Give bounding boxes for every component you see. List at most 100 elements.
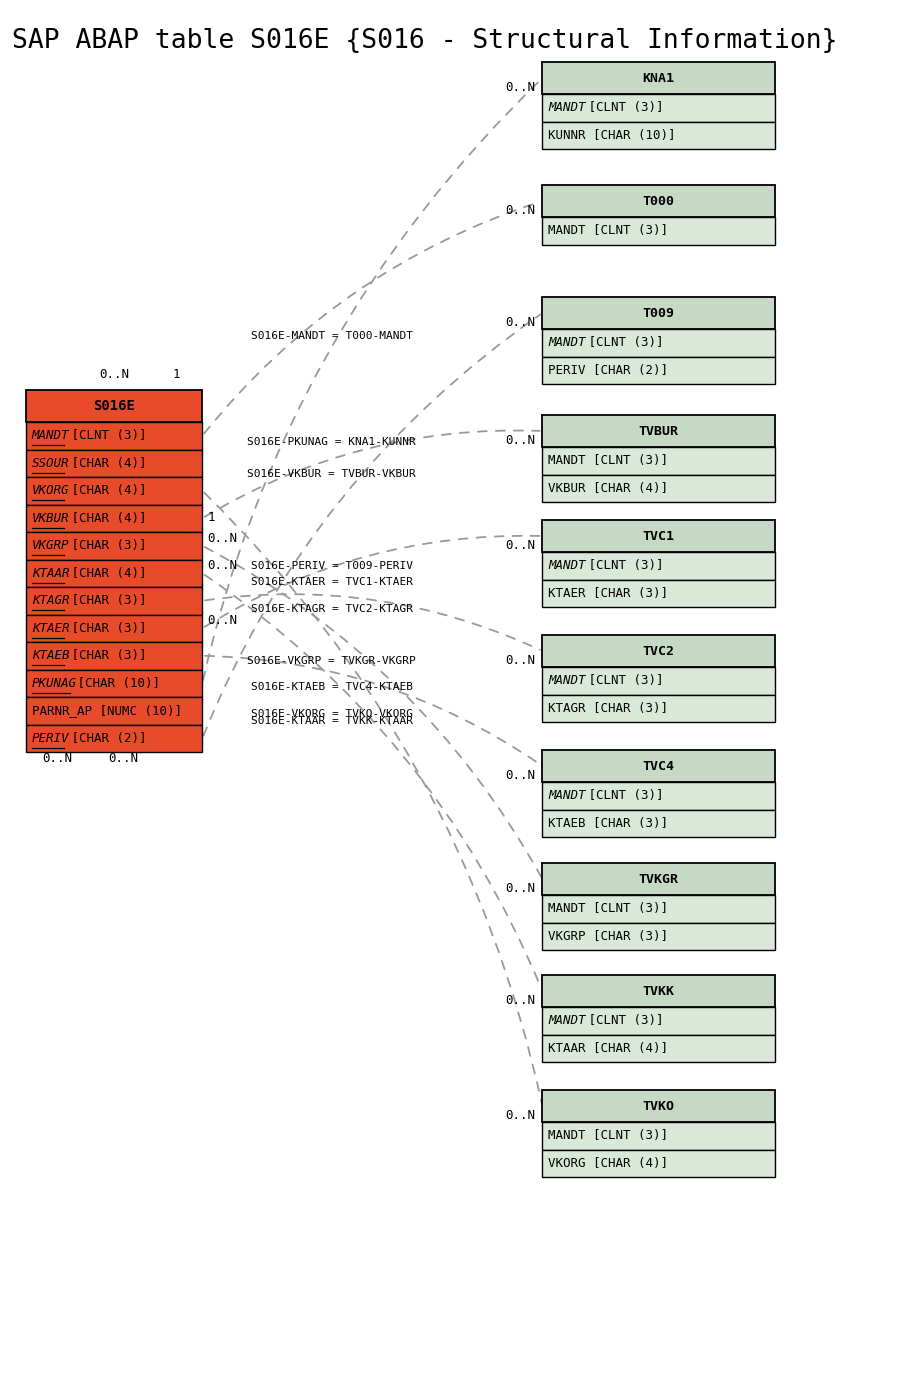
Text: VKBUR [CHAR (4)]: VKBUR [CHAR (4)] (548, 482, 669, 494)
Bar (543, 329, 775, 356)
Text: [CHAR (10)]: [CHAR (10)] (70, 677, 160, 689)
Text: 0..N: 0..N (505, 1109, 535, 1121)
Text: PERIV [CHAR (2)]: PERIV [CHAR (2)] (548, 363, 669, 377)
Bar (543, 923, 775, 950)
Text: S016E-KTAGR = TVC2-KTAGR: S016E-KTAGR = TVC2-KTAGR (251, 603, 413, 613)
Text: [CLNT (3)]: [CLNT (3)] (581, 674, 663, 688)
Bar (543, 447, 775, 475)
Bar (26, 670, 202, 697)
Bar (26, 697, 202, 725)
Text: [CHAR (3)]: [CHAR (3)] (64, 539, 146, 552)
Text: [CHAR (4)]: [CHAR (4)] (64, 512, 146, 525)
Bar (543, 552, 775, 580)
Text: 0..N: 0..N (505, 81, 535, 94)
Text: MANDT [CLNT (3)]: MANDT [CLNT (3)] (548, 902, 669, 916)
Text: MANDT [CLNT (3)]: MANDT [CLNT (3)] (548, 1130, 669, 1142)
Bar (543, 635, 775, 667)
Text: 1: 1 (172, 367, 179, 381)
Text: KTAGR: KTAGR (32, 594, 70, 608)
Text: [CHAR (3)]: [CHAR (3)] (64, 594, 146, 608)
Text: TVC2: TVC2 (642, 645, 674, 657)
Text: MANDT [CLNT (3)]: MANDT [CLNT (3)] (548, 454, 669, 467)
Text: [CHAR (4)]: [CHAR (4)] (64, 457, 146, 470)
Text: S016E-VKBUR = TVBUR-VKBUR: S016E-VKBUR = TVBUR-VKBUR (247, 470, 416, 479)
Text: KTAGR [CHAR (3)]: KTAGR [CHAR (3)] (548, 702, 669, 715)
Text: TVKGR: TVKGR (639, 873, 679, 885)
Text: VKORG [CHAR (4)]: VKORG [CHAR (4)] (548, 1157, 669, 1170)
Text: 0..N: 0..N (505, 655, 535, 667)
Text: TVBUR: TVBUR (639, 424, 679, 438)
Bar (26, 504, 202, 532)
Text: 0..N: 0..N (108, 753, 138, 765)
Text: KTAER [CHAR (3)]: KTAER [CHAR (3)] (548, 587, 669, 599)
Text: MANDT: MANDT (548, 559, 586, 572)
Text: MANDT: MANDT (548, 101, 586, 115)
Text: PARNR_AP [NUMC (10)]: PARNR_AP [NUMC (10)] (32, 704, 182, 717)
Text: 0..N: 0..N (505, 539, 535, 552)
Bar (26, 615, 202, 642)
Text: KNA1: KNA1 (642, 72, 674, 84)
Bar (26, 476, 202, 504)
Text: 0..N: 0..N (505, 882, 535, 895)
Bar (543, 297, 775, 329)
Text: [CHAR (4)]: [CHAR (4)] (64, 566, 146, 580)
Text: KTAER: KTAER (32, 621, 70, 635)
Bar (26, 449, 202, 476)
Text: 0..N: 0..N (99, 367, 129, 381)
Bar (543, 809, 775, 837)
Text: MANDT: MANDT (548, 674, 586, 688)
Text: [CLNT (3)]: [CLNT (3)] (64, 429, 146, 442)
Text: TVKO: TVKO (642, 1099, 674, 1113)
Text: S016E-VKGRP = TVKGR-VKGRP: S016E-VKGRP = TVKGR-VKGRP (247, 656, 416, 667)
Bar (26, 725, 202, 753)
Text: 0..N: 0..N (505, 994, 535, 1007)
Text: 0..N: 0..N (208, 532, 238, 544)
Text: S016E-PERIV = T009-PERIV: S016E-PERIV = T009-PERIV (251, 561, 413, 570)
Text: [CHAR (3)]: [CHAR (3)] (64, 649, 146, 663)
Bar (26, 642, 202, 670)
Text: TVKK: TVKK (642, 985, 674, 997)
Bar (543, 185, 775, 217)
Bar (543, 1007, 775, 1034)
Bar (543, 122, 775, 149)
Text: S016E-MANDT = T000-MANDT: S016E-MANDT = T000-MANDT (251, 330, 413, 341)
Text: 0..N: 0..N (43, 753, 72, 765)
Text: 0..N: 0..N (208, 615, 238, 627)
Bar (543, 521, 775, 552)
Text: [CLNT (3)]: [CLNT (3)] (581, 559, 663, 572)
Text: MANDT: MANDT (548, 790, 586, 802)
Bar (543, 416, 775, 447)
Text: KUNNR [CHAR (10)]: KUNNR [CHAR (10)] (548, 128, 676, 142)
Text: MANDT: MANDT (32, 429, 70, 442)
Text: [CHAR (4)]: [CHAR (4)] (64, 485, 146, 497)
Bar (543, 475, 775, 503)
Text: S016E-PKUNAG = KNA1-KUNNR: S016E-PKUNAG = KNA1-KUNNR (247, 438, 416, 447)
Text: 1: 1 (208, 511, 215, 525)
Text: SAP ABAP table S016E {S016 - Structural Information}: SAP ABAP table S016E {S016 - Structural … (12, 28, 837, 54)
Text: KTAEB [CHAR (3)]: KTAEB [CHAR (3)] (548, 816, 669, 830)
Bar (26, 389, 202, 423)
Text: MANDT [CLNT (3)]: MANDT [CLNT (3)] (548, 224, 669, 238)
Text: VKGRP [CHAR (3)]: VKGRP [CHAR (3)] (548, 929, 669, 943)
Text: SSOUR: SSOUR (32, 457, 70, 470)
Text: KTAEB: KTAEB (32, 649, 70, 663)
Text: T000: T000 (642, 195, 674, 207)
Bar (543, 975, 775, 1007)
Bar (26, 587, 202, 615)
Text: TVC1: TVC1 (642, 529, 674, 543)
Bar (543, 1034, 775, 1062)
Bar (543, 782, 775, 809)
Text: S016E-VKORG = TVKO-VKORG: S016E-VKORG = TVKO-VKORG (251, 708, 413, 718)
Text: MANDT: MANDT (548, 1014, 586, 1027)
Text: MANDT: MANDT (548, 336, 586, 349)
Bar (543, 863, 775, 895)
Bar (26, 423, 202, 449)
Text: KTAAR [CHAR (4)]: KTAAR [CHAR (4)] (548, 1041, 669, 1055)
Text: KTAAR: KTAAR (32, 566, 70, 580)
Text: [CLNT (3)]: [CLNT (3)] (581, 1014, 663, 1027)
Text: PERIV: PERIV (32, 732, 70, 744)
Text: S016E: S016E (93, 399, 135, 413)
Bar (543, 1149, 775, 1177)
Text: 0..N: 0..N (505, 769, 535, 782)
Text: S016E-KTAAR = TVKK-KTAAR: S016E-KTAAR = TVKK-KTAAR (251, 715, 413, 726)
